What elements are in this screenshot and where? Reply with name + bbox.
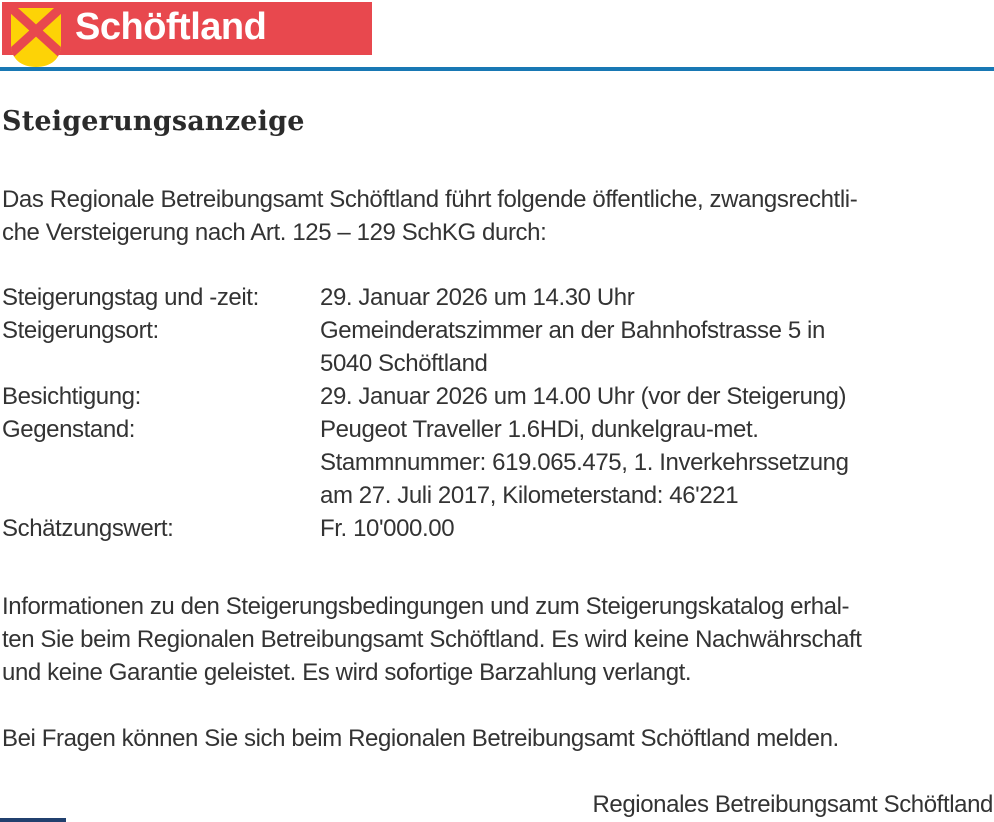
municipality-logo-banner: Schöftland <box>2 2 372 55</box>
page-title: Steigerungsanzeige <box>2 106 305 137</box>
conditions-line: ten Sie beim Regionalen Betreibungsamt S… <box>2 626 862 653</box>
coat-of-arms-icon <box>11 8 61 67</box>
detail-label: Gegenstand: <box>2 416 136 443</box>
municipality-name: Schöftland <box>75 5 267 48</box>
detail-value-line: Fr. 10'000.00 <box>320 515 455 542</box>
detail-value-line: 5040 Schöftland <box>320 350 488 377</box>
signature-line: Regionales Betreibungsamt Schöftland <box>592 791 993 818</box>
detail-row-date-time: Steigerungstag und -zeit: 29. Januar 202… <box>2 281 992 314</box>
detail-value-line: Peugeot Traveller 1.6HDi, dunkelgrau-met… <box>320 416 759 443</box>
detail-value-line: am 27. Juli 2017, Kilometerstand: 46'221 <box>320 482 739 509</box>
detail-value: Fr. 10'000.00 <box>320 512 992 545</box>
intro-line: che Versteigerung nach Art. 125 – 129 Sc… <box>2 219 547 246</box>
auction-details-table: Steigerungstag und -zeit: 29. Januar 202… <box>2 281 992 545</box>
detail-value: 29. Januar 2026 um 14.30 Uhr <box>320 281 992 314</box>
contact-line: Bei Fragen können Sie sich beim Regional… <box>2 725 839 752</box>
conditions-line: Informationen zu den Steigerungsbedingun… <box>2 593 850 620</box>
intro-line: Das Regionale Betreibungsamt Schöftland … <box>2 186 858 213</box>
header-divider-line <box>0 67 994 71</box>
detail-row-object: Gegenstand: Peugeot Traveller 1.6HDi, du… <box>2 413 992 512</box>
detail-value: Peugeot Traveller 1.6HDi, dunkelgrau-met… <box>320 413 992 512</box>
detail-value: 29. Januar 2026 um 14.00 Uhr (vor der St… <box>320 380 992 413</box>
detail-value: Gemeinderatszimmer an der Bahnhofstrasse… <box>320 314 992 380</box>
contact-paragraph: Bei Fragen können Sie sich beim Regional… <box>2 722 839 755</box>
footer-accent-mark <box>0 818 66 822</box>
detail-value-line: Gemeinderatszimmer an der Bahnhofstrasse… <box>320 317 825 344</box>
detail-row-estimated-value: Schätzungswert: Fr. 10'000.00 <box>2 512 992 545</box>
detail-value-line: Stammnummer: 619.065.475, 1. Inverkehrss… <box>320 449 849 476</box>
detail-label: Schätzungswert: <box>2 515 174 542</box>
detail-row-viewing: Besichtigung: 29. Januar 2026 um 14.00 U… <box>2 380 992 413</box>
detail-label: Steigerungsort: <box>2 317 159 344</box>
detail-label: Besichtigung: <box>2 383 141 410</box>
conditions-line: und keine Garantie geleistet. Es wird so… <box>2 659 692 686</box>
conditions-paragraph: Informationen zu den Steigerungsbedingun… <box>2 590 862 689</box>
detail-value-line: 29. Januar 2026 um 14.00 Uhr (vor der St… <box>320 383 847 410</box>
detail-value-line: 29. Januar 2026 um 14.30 Uhr <box>320 284 635 311</box>
detail-label: Steigerungstag und -zeit: <box>2 284 259 311</box>
intro-paragraph: Das Regionale Betreibungsamt Schöftland … <box>2 183 858 249</box>
detail-row-location: Steigerungsort: Gemeinderatszimmer an de… <box>2 314 992 380</box>
